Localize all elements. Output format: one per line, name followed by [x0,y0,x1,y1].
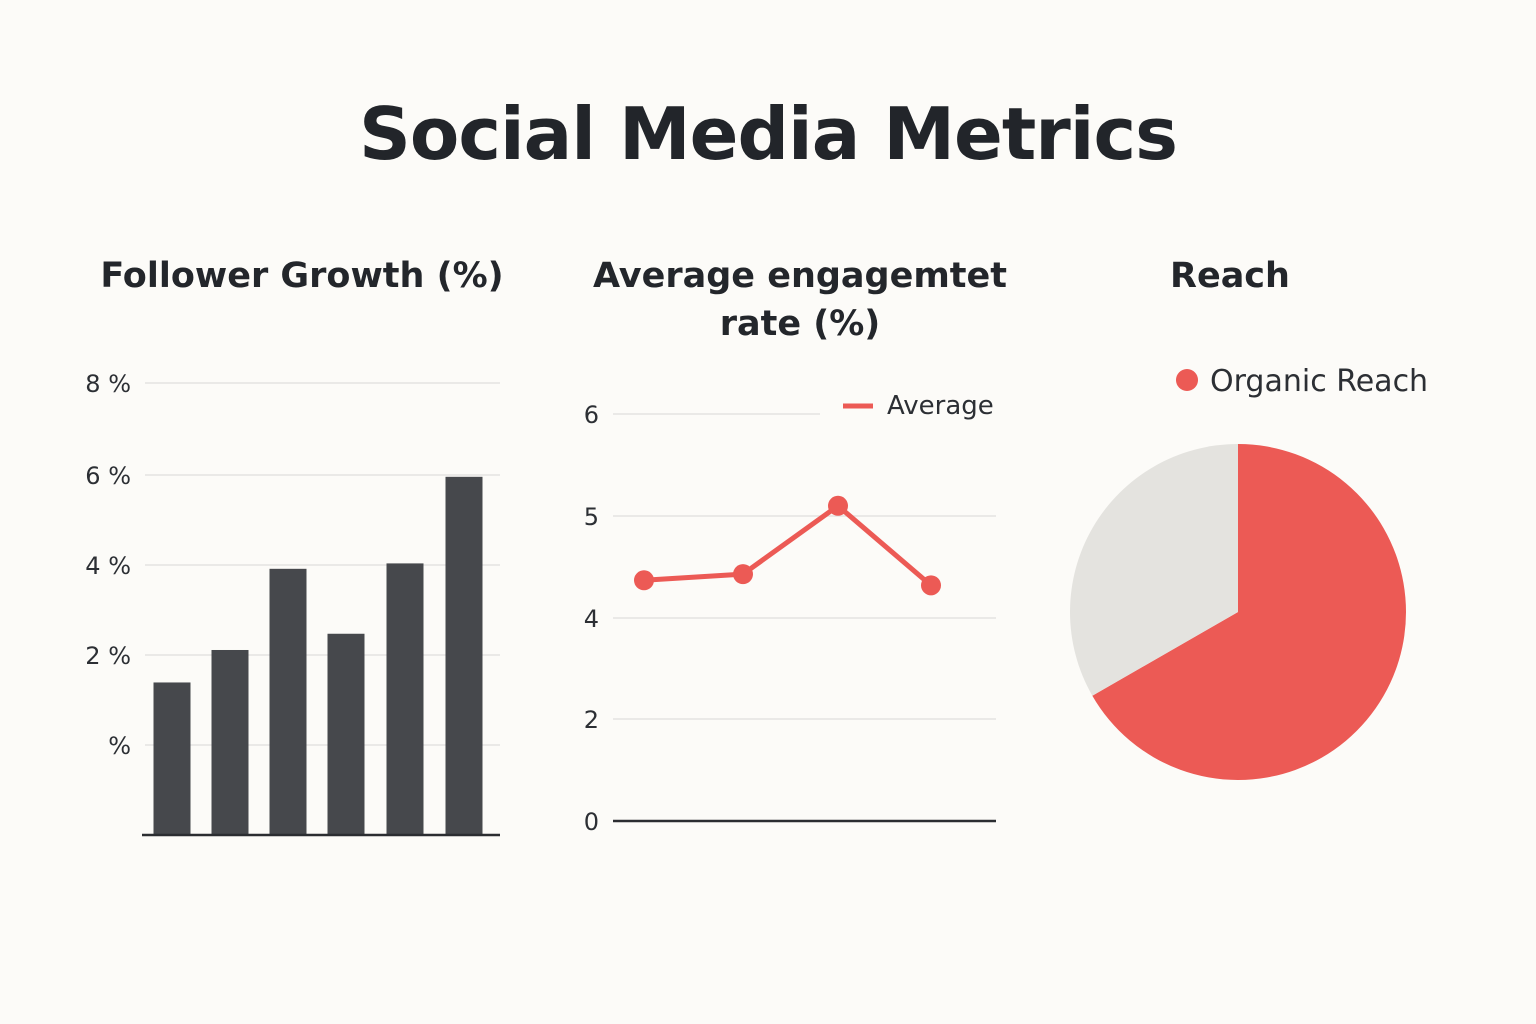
bar [386,563,424,834]
pie-slice [1092,444,1406,780]
line-y-tick-label: 0 [584,808,599,836]
line-y-tick-label: 2 [584,706,599,734]
line-y-tick-label: 4 [584,605,599,633]
bar [327,633,365,834]
pie-slice [1070,444,1238,696]
bar-y-tick-label: 8 % [85,370,131,398]
line-point [828,495,848,516]
bar [153,682,191,834]
pie-legend-label: Organic Reach [1210,364,1428,399]
follower-growth-title: Follower Growth (%) [100,256,504,296]
line-legend-label: Average [887,391,994,421]
bar-y-tick-label: 4 % [85,552,131,580]
bar-y-tick-label: 6 % [85,462,131,490]
bar [269,568,307,834]
line-y-tick-label: 6 [584,401,599,429]
line-point [733,564,753,585]
pie-legend-swatch [1176,369,1198,391]
line-point [921,575,941,596]
bar [445,476,483,834]
bar-y-tick-label: 2 % [85,642,131,670]
line-point [634,570,654,591]
line-y-tick-label: 5 [584,503,599,531]
reach-title: Reach [1170,256,1290,296]
engagement-rate-title: Average engagemtet rate (%) [592,256,1008,344]
bar-y-tick-label: % [108,732,131,760]
line-series-average [641,503,934,588]
bar [211,649,249,834]
page-title: Social Media Metrics [359,92,1178,176]
